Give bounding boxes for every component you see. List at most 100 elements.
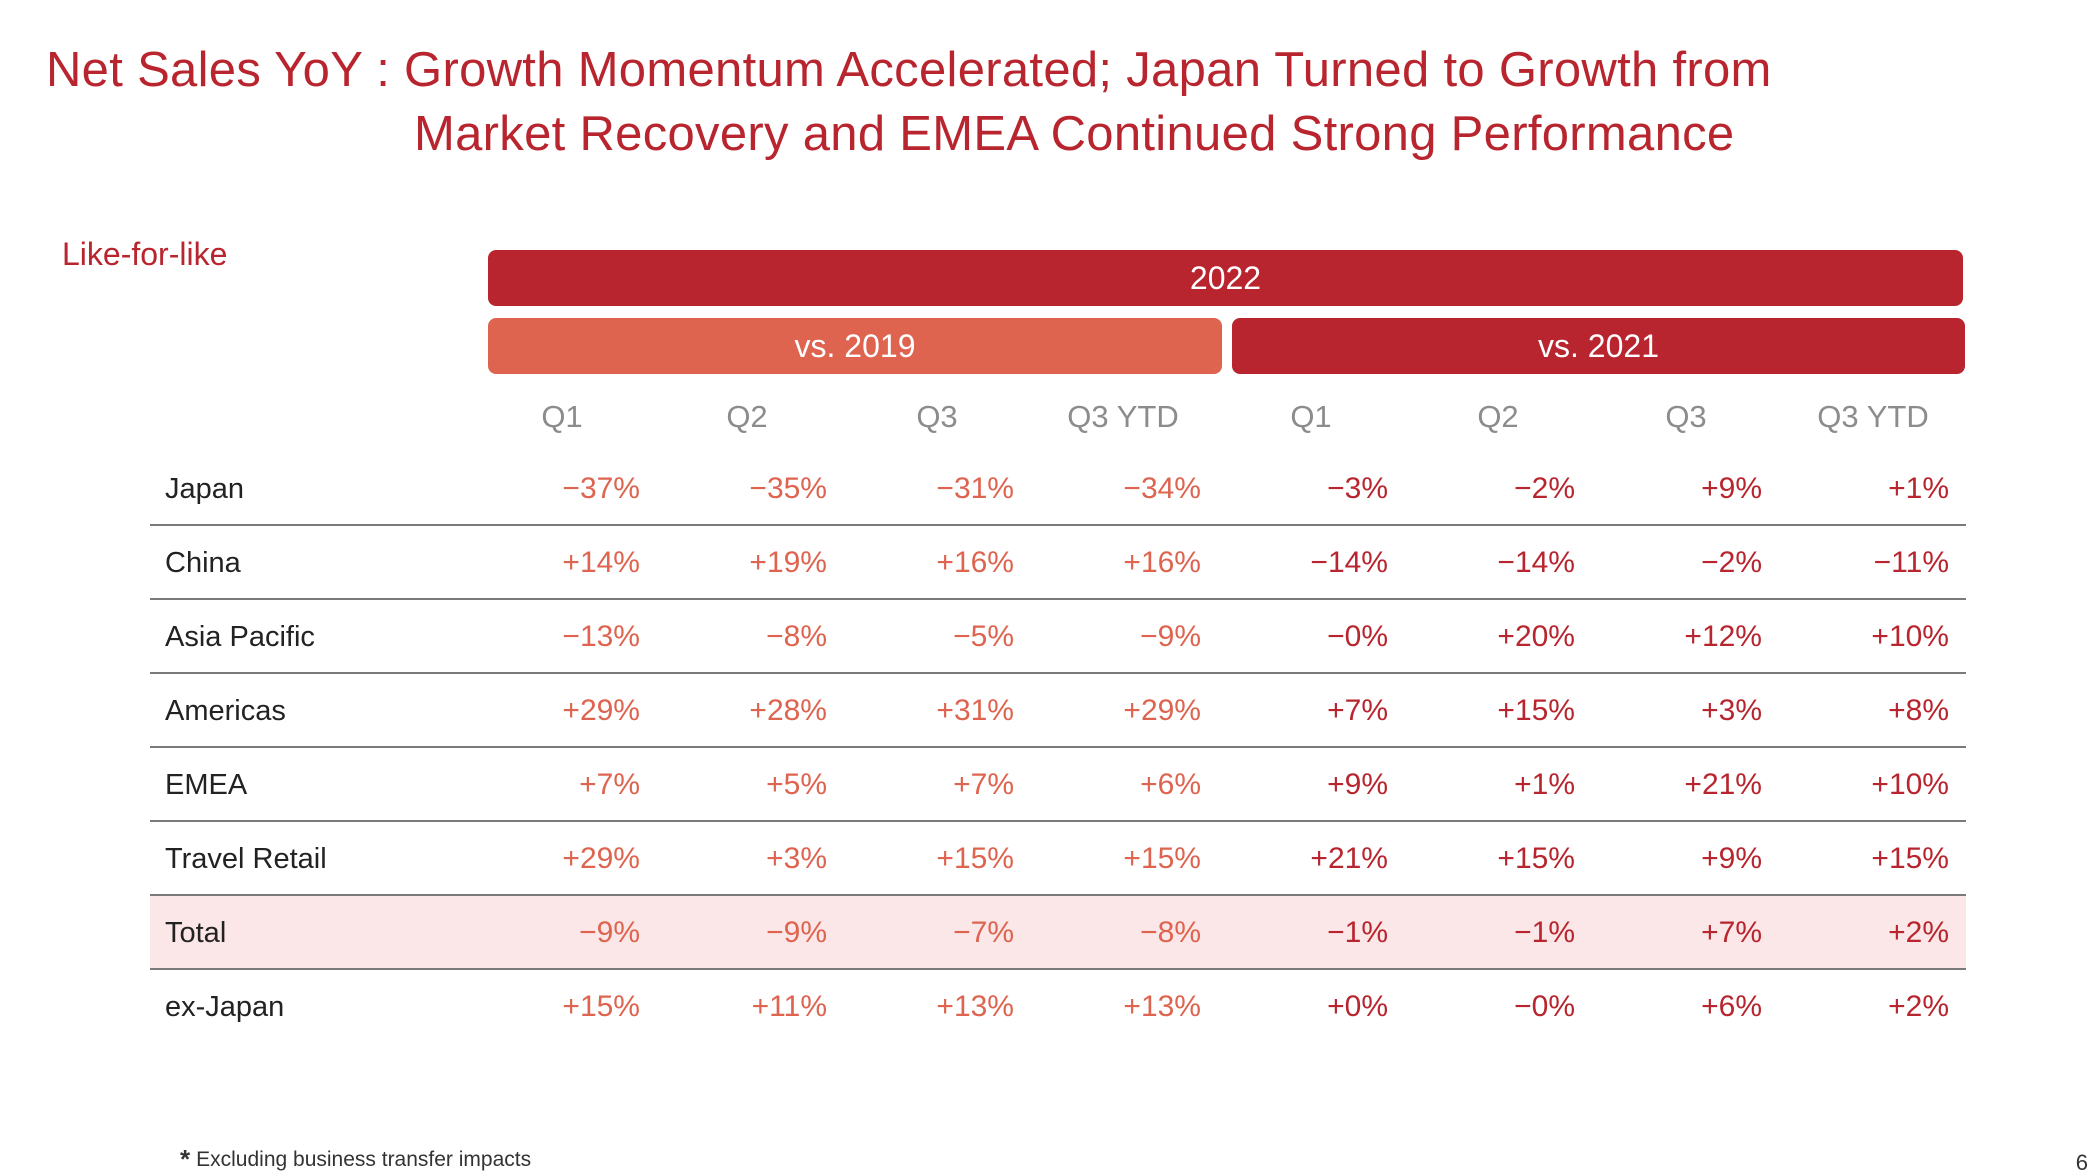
table-cell: +29% (562, 842, 640, 875)
table-cell: −2% (1701, 546, 1762, 579)
footnote-text: Excluding business transfer impacts (196, 1148, 532, 1171)
table-cell: +29% (1123, 694, 1201, 727)
table-cell: −9% (766, 916, 827, 949)
table-cell: +7% (579, 768, 640, 801)
table-cell: +19% (749, 546, 827, 579)
table-row-ex-japan: ex-Japan +15% +11% +13% +13% +0% −0% +6%… (150, 970, 1966, 1044)
table-cell: −1% (1327, 916, 1388, 949)
table-cell: +13% (1123, 990, 1201, 1023)
vs-2019-header-band: vs. 2019 (488, 318, 1222, 374)
column-header-2019-q3-ytd: Q3 YTD (1067, 399, 1179, 434)
table-cell: −13% (562, 620, 640, 653)
table-cell: −14% (1497, 546, 1575, 579)
table-row-americas: Americas +29% +28% +31% +29% +7% +15% +3… (150, 674, 1966, 748)
row-label: Americas (165, 695, 286, 727)
row-label: Travel Retail (165, 843, 327, 875)
table-cell: −0% (1514, 990, 1575, 1023)
table-row-travel-retail: Travel Retail +29% +3% +15% +15% +21% +1… (150, 822, 1966, 896)
table-row-china: China +14% +19% +16% +16% −14% −14% −2% … (150, 526, 1966, 600)
table-cell: +6% (1140, 768, 1201, 801)
table-cell: +15% (1497, 842, 1575, 875)
table-cell: +13% (936, 990, 1014, 1023)
table-cell: +16% (1123, 546, 1201, 579)
table-cell: +21% (1684, 768, 1762, 801)
table-cell: −8% (1140, 916, 1201, 949)
vs-2021-header-band: vs. 2021 (1232, 318, 1965, 374)
table-cell: +15% (1123, 842, 1201, 875)
table-cell: +3% (766, 842, 827, 875)
table-cell: +7% (953, 768, 1014, 801)
table-cell: −14% (1310, 546, 1388, 579)
row-label: EMEA (165, 769, 248, 801)
table-cell: +15% (562, 990, 640, 1023)
row-label: Asia Pacific (165, 621, 315, 653)
slide-title: Net Sales YoY : Growth Momentum Accelera… (46, 38, 2026, 166)
table-cell: −5% (953, 620, 1014, 653)
table-cell: +5% (766, 768, 827, 801)
table-cell: +28% (749, 694, 827, 727)
table-row-emea: EMEA +7% +5% +7% +6% +9% +1% +21% +10% (150, 748, 1966, 822)
table-cell: +9% (1701, 472, 1762, 505)
table-cell: −7% (953, 916, 1014, 949)
page-number: 6 (2075, 1150, 2088, 1175)
table-cell: +21% (1310, 842, 1388, 875)
table-cell: +16% (936, 546, 1014, 579)
table-cell: +6% (1701, 990, 1762, 1023)
table-cell: −35% (749, 472, 827, 505)
table-cell: +0% (1327, 990, 1388, 1023)
column-header-2019-q1: Q1 (541, 399, 583, 434)
table-cell: −1% (1514, 916, 1575, 949)
table-cell: −31% (936, 472, 1014, 505)
column-header-2021-q2: Q2 (1477, 399, 1519, 434)
table-cell: +15% (1497, 694, 1575, 727)
table-cell: +3% (1701, 694, 1762, 727)
table-cell: −2% (1514, 472, 1575, 505)
table-cell: +1% (1514, 768, 1575, 801)
table-cell: +10% (1871, 768, 1949, 801)
column-header-2021-q3-ytd: Q3 YTD (1817, 399, 1929, 434)
row-label: China (165, 547, 241, 579)
table-cell: +1% (1888, 472, 1949, 505)
table-cell: +2% (1888, 916, 1949, 949)
table-cell: +15% (1871, 842, 1949, 875)
table-cell: +11% (751, 990, 827, 1023)
year-header-band: 2022 (488, 250, 1963, 306)
table-cell: +9% (1701, 842, 1762, 875)
slide-title-line-2: Market Recovery and EMEA Continued Stron… (414, 107, 1735, 161)
row-label: Total (165, 917, 227, 949)
net-sales-table: Japan −37% −35% −31% −34% −3% −2% +9% +1… (150, 452, 1966, 1044)
column-header-2019-q2: Q2 (726, 399, 768, 434)
table-cell: +7% (1701, 916, 1762, 949)
table-cell: +2% (1888, 990, 1949, 1023)
table-cell: −3% (1327, 472, 1388, 505)
like-for-like-label: Like-for-like (62, 236, 228, 272)
table-cell: −11% (1873, 546, 1949, 579)
table-cell: +7% (1327, 694, 1388, 727)
footnote-marker: * (180, 1144, 191, 1174)
table-cell: −34% (1123, 472, 1201, 505)
table-row-asia-pacific: Asia Pacific −13% −8% −5% −9% −0% +20% +… (150, 600, 1966, 674)
table-cell: +31% (936, 694, 1014, 727)
column-header-2019-q3: Q3 (916, 399, 958, 434)
table-row-japan: Japan −37% −35% −31% −34% −3% −2% +9% +1… (150, 452, 1966, 526)
column-header-2021-q1: Q1 (1290, 399, 1332, 434)
table-cell: +8% (1888, 694, 1949, 727)
footnote: * Excluding business transfer impacts (180, 1144, 531, 1175)
table-cell: −9% (579, 916, 640, 949)
table-cell: +29% (562, 694, 640, 727)
row-label: ex-Japan (165, 991, 285, 1023)
column-header-2021-q3: Q3 (1665, 399, 1707, 434)
table-cell: +20% (1497, 620, 1575, 653)
table-cell: −9% (1140, 620, 1201, 653)
row-label: Japan (165, 473, 245, 505)
table-cell: +12% (1684, 620, 1762, 653)
slide-title-line-1: Net Sales YoY : Growth Momentum Accelera… (46, 43, 1772, 97)
table-cell: +9% (1327, 768, 1388, 801)
table-cell: −0% (1327, 620, 1388, 653)
table-cell: −8% (766, 620, 827, 653)
table-cell: +15% (936, 842, 1014, 875)
table-cell: +14% (562, 546, 640, 579)
table-row-total: Total −9% −9% −7% −8% −1% −1% +7% +2% (150, 896, 1966, 970)
table-cell: −37% (562, 472, 640, 505)
table-cell: +10% (1871, 620, 1949, 653)
